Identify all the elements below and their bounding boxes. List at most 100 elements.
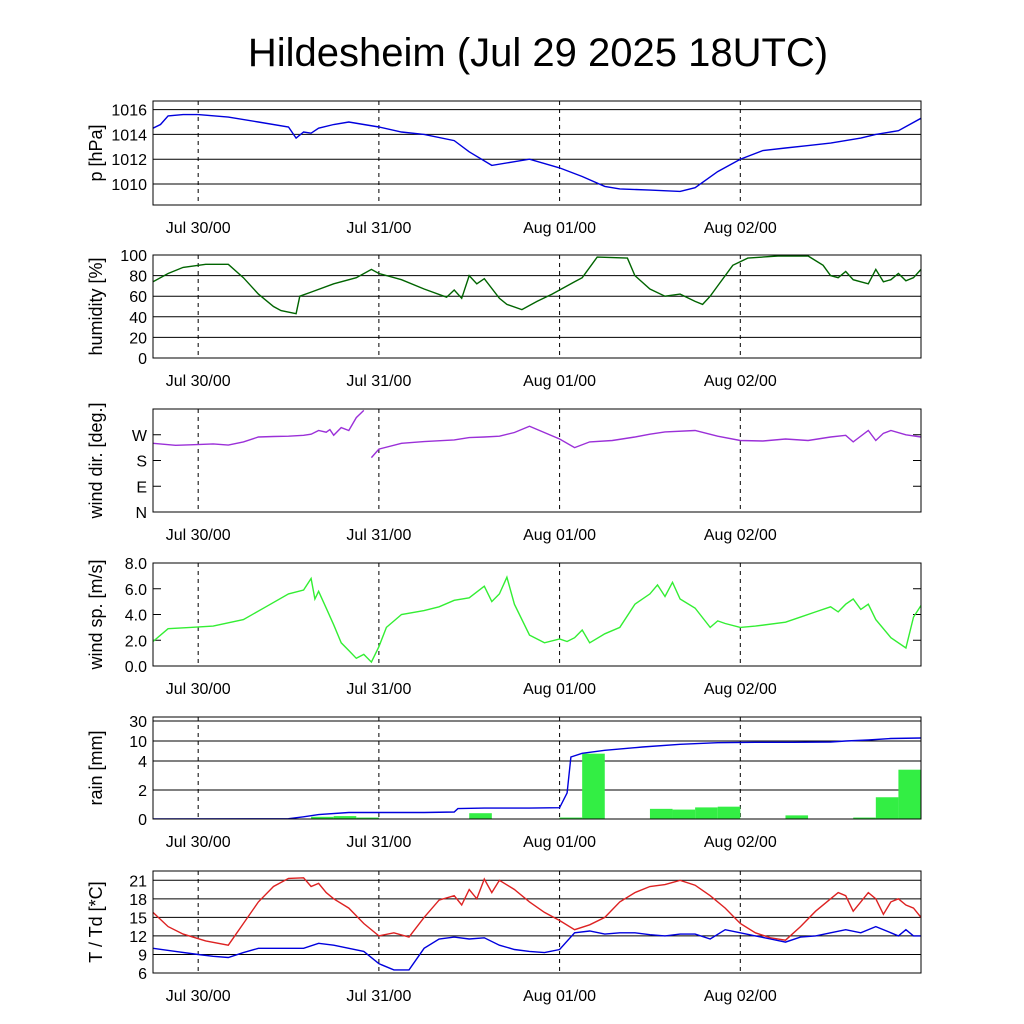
y-tick-label: 6 — [138, 966, 147, 983]
x-tick-label: Jul 30/00 — [166, 834, 231, 851]
panel-frame — [152, 100, 922, 206]
x-tick-label: Aug 02/00 — [704, 988, 777, 1005]
x-tick-label: Aug 02/00 — [704, 373, 777, 390]
y-tick-label: 40 — [129, 310, 147, 327]
rain-bar — [853, 817, 876, 819]
y-axis-label: T / Td [*C] — [86, 881, 106, 962]
rain-bar — [875, 797, 899, 819]
panel-frame — [152, 870, 922, 974]
y-axis-label: wind dir. [deg.] — [86, 402, 106, 519]
x-tick-label: Jul 30/00 — [166, 988, 231, 1005]
y-axis-label: rain [mm] — [86, 730, 106, 805]
x-tick-label: Jul 31/00 — [346, 681, 411, 698]
series-line-T — [153, 877, 921, 946]
rain-total-line — [153, 737, 921, 819]
rain-bar — [717, 806, 741, 819]
y-tick-label: 60 — [129, 289, 147, 306]
y-tick-label: 0.0 — [125, 659, 147, 676]
plot-area-wind_dir — [153, 409, 921, 459]
x-tick-label: Aug 01/00 — [523, 834, 596, 851]
x-tick-label: Jul 30/00 — [166, 681, 231, 698]
y-tick-label: 10 — [129, 734, 147, 751]
x-tick-label: Jul 30/00 — [166, 220, 231, 237]
y-axis-label: p [hPa] — [86, 124, 106, 181]
y-tick-label: 0 — [138, 351, 147, 368]
rain-bar — [649, 808, 673, 819]
panel-pressure: 1010 1012 1014 1016 Jul 30/00 Jul 31/00 Aug 01… — [86, 100, 922, 237]
panel-frame — [152, 254, 922, 359]
plot-area-humidity — [153, 255, 921, 315]
x-tick-label: Jul 31/00 — [346, 988, 411, 1005]
x-tick-label: Aug 01/00 — [523, 988, 596, 1005]
y-tick-label: 9 — [138, 947, 147, 964]
plot-area-pressure — [153, 113, 921, 193]
series-line-Td — [153, 925, 921, 971]
y-tick-label: 100 — [120, 248, 147, 265]
y-tick-label: 20 — [129, 330, 147, 347]
panel-frame — [152, 716, 922, 820]
rain-bar — [785, 815, 809, 819]
rain-bar — [469, 813, 492, 819]
y-tick-label: 1010 — [111, 177, 147, 194]
rain-bar — [333, 816, 357, 819]
y-tick-label: 1014 — [111, 127, 147, 144]
x-tick-label: Jul 31/00 — [346, 527, 411, 544]
x-tick-label: Aug 02/00 — [704, 834, 777, 851]
y-tick-label: 18 — [129, 892, 147, 909]
chart-title: Hildesheim (Jul 29 2025 18UTC) — [248, 31, 828, 75]
y-tick-label: 15 — [129, 910, 147, 927]
y-tick-label: 21 — [129, 873, 147, 890]
rain-bar — [356, 817, 379, 819]
panel-frame — [152, 562, 922, 667]
x-tick-label: Aug 01/00 — [523, 220, 596, 237]
y-tick-label: 6.0 — [125, 582, 147, 599]
y-tick-label: 2 — [138, 783, 147, 800]
x-tick-label: Aug 01/00 — [523, 681, 596, 698]
y-tick-label: 4 — [138, 754, 147, 771]
x-tick-label: Aug 02/00 — [704, 527, 777, 544]
series-line-pressure — [153, 113, 921, 193]
plot-area-rain — [153, 737, 921, 819]
x-tick-label: Aug 01/00 — [523, 373, 596, 390]
panel-wind_speed: 0.0 2.0 4.0 6.0 8.0 Jul 30/00 Jul 31/00 Aug 01/… — [86, 556, 922, 698]
rain-bar — [559, 817, 583, 819]
y-tick-label: N — [135, 505, 147, 522]
x-tick-label: Jul 30/00 — [166, 373, 231, 390]
y-tick-label: 12 — [129, 929, 147, 946]
panel-rain: 0 2 4 10 30 Jul 30/00 Jul 31/00 Aug 01/00 Aug 02… — [86, 714, 922, 851]
y-axis-label: humidity [%] — [86, 257, 106, 355]
series-line-wind_dir — [153, 409, 921, 459]
x-tick-label: Aug 02/00 — [704, 681, 777, 698]
y-tick-label: 1012 — [111, 152, 147, 169]
x-tick-label: Jul 31/00 — [346, 220, 411, 237]
y-tick-label: 80 — [129, 269, 147, 286]
rain-bar — [311, 816, 334, 819]
x-tick-label: Jul 30/00 — [166, 527, 231, 544]
x-tick-label: Aug 02/00 — [704, 220, 777, 237]
y-axis-label: wind sp. [m/s] — [86, 559, 106, 670]
panel-frame — [152, 408, 922, 513]
y-tick-label: S — [136, 454, 147, 471]
y-tick-label: E — [136, 479, 147, 496]
plot-area-temp — [153, 877, 921, 971]
y-tick-label: 30 — [129, 714, 147, 731]
rain-bar — [695, 807, 718, 819]
x-tick-label: Jul 31/00 — [346, 373, 411, 390]
series-line-wind_speed — [153, 575, 921, 664]
y-tick-label: 2.0 — [125, 633, 147, 650]
y-tick-label: 8.0 — [125, 556, 147, 573]
x-tick-label: Aug 01/00 — [523, 527, 596, 544]
y-tick-label: 4.0 — [125, 608, 147, 625]
plot-area-wind_speed — [153, 575, 921, 664]
y-tick-label: 1016 — [111, 103, 147, 120]
y-tick-label: W — [132, 428, 148, 445]
series-line-humidity — [153, 255, 921, 315]
panel-humidity: 0 20 40 60 80 100 Jul 30/00 Jul 31/00 Aug 01/00 A… — [86, 248, 922, 390]
rain-bar — [582, 753, 605, 819]
rain-bar — [672, 809, 696, 819]
y-tick-label: 0 — [138, 812, 147, 829]
rain-bar — [898, 769, 921, 819]
